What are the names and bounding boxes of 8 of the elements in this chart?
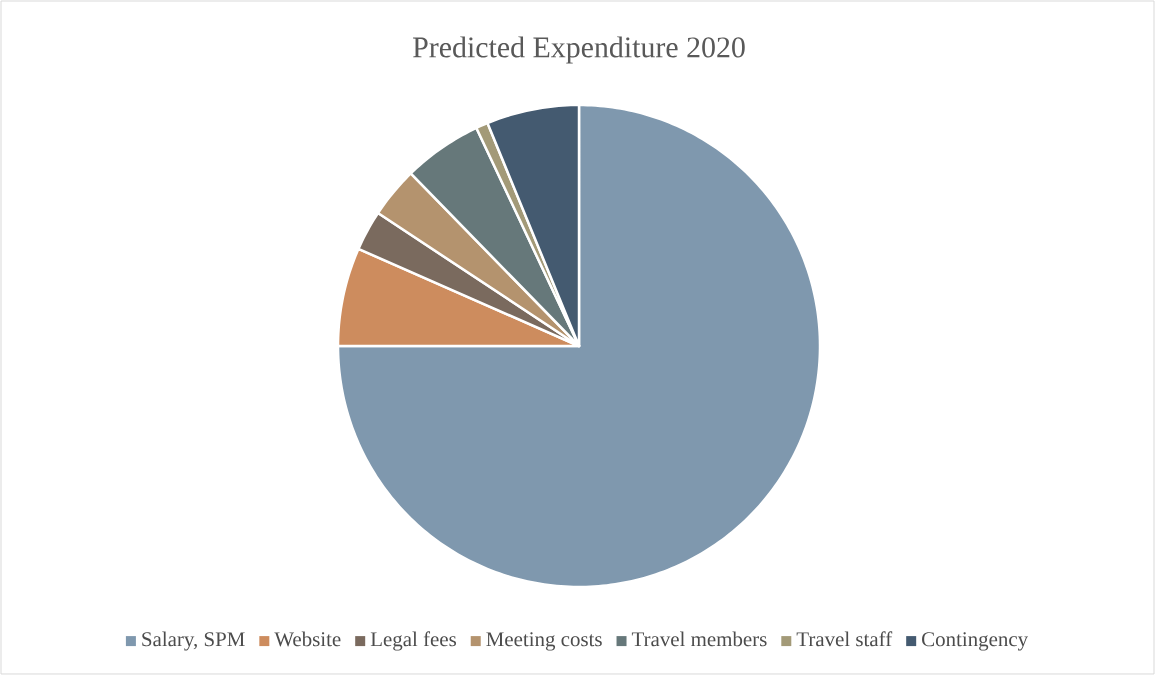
chart-title: Predicted Expenditure 2020 — [413, 36, 745, 64]
legend-label: Legal fees — [370, 631, 456, 651]
legend-label: Contingency — [922, 632, 1029, 651]
legend-label: Website — [274, 631, 341, 647]
legend-label: Meeting costs — [486, 632, 602, 651]
legend-label: Travel staff — [796, 631, 893, 647]
legend-label: Salary, SPM — [142, 631, 245, 651]
legend-label: Travel members — [631, 631, 767, 647]
